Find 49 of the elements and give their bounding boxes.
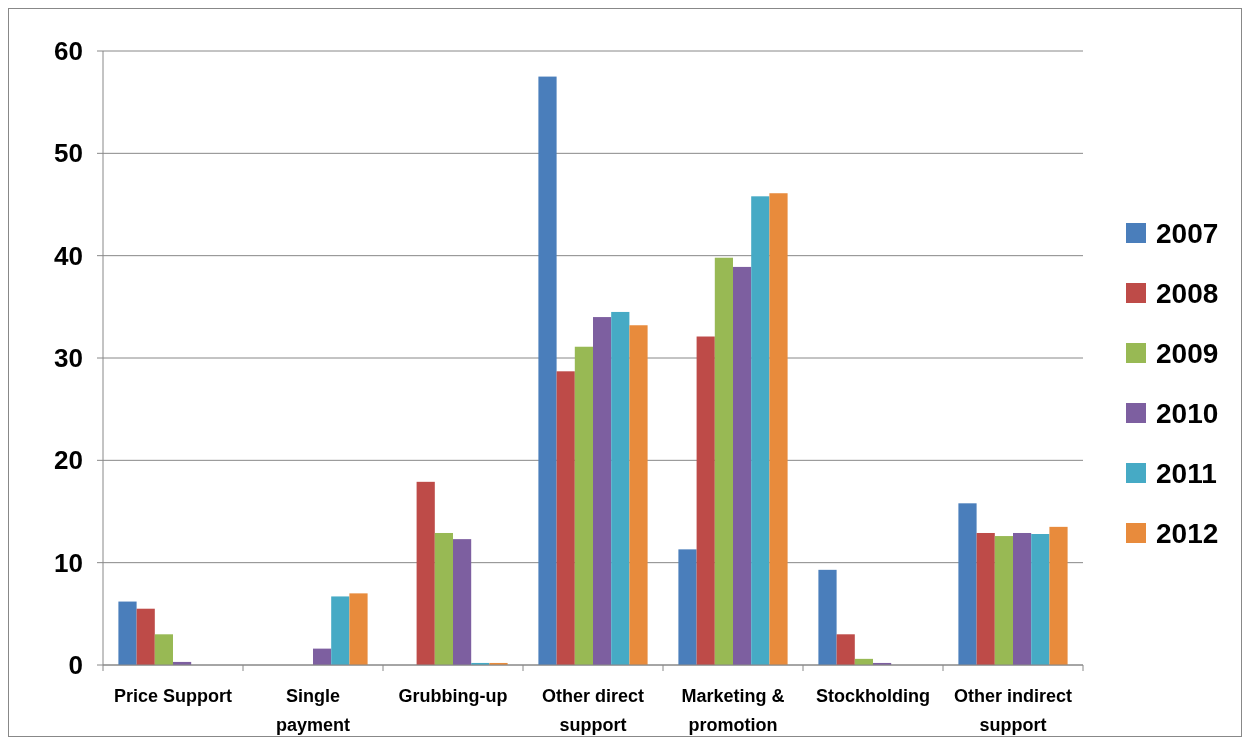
bar bbox=[118, 601, 137, 665]
bar bbox=[733, 266, 752, 665]
bar bbox=[556, 371, 575, 665]
bar bbox=[538, 76, 557, 665]
bar bbox=[696, 336, 715, 665]
bar bbox=[154, 634, 173, 665]
y-tick-label: 50 bbox=[54, 138, 83, 169]
y-tick-label: 10 bbox=[54, 547, 83, 578]
bar bbox=[976, 532, 995, 665]
y-tick-label: 60 bbox=[54, 36, 83, 67]
bar bbox=[751, 196, 770, 665]
bar bbox=[331, 596, 350, 665]
bar bbox=[836, 634, 855, 665]
x-tick-label: Grubbing-up bbox=[398, 686, 508, 706]
y-tick-label: 0 bbox=[68, 650, 83, 681]
bar bbox=[994, 536, 1013, 665]
y-tick-label: 40 bbox=[54, 240, 83, 271]
legend-label: 2012 bbox=[1156, 517, 1219, 549]
bar bbox=[1013, 532, 1032, 665]
legend-label: 2008 bbox=[1156, 277, 1219, 309]
bar bbox=[453, 539, 472, 665]
x-tick-label: Other indirect support bbox=[953, 686, 1073, 735]
legend-label: 2009 bbox=[1156, 337, 1219, 369]
bar bbox=[714, 257, 733, 665]
legend-label: 2010 bbox=[1156, 397, 1219, 429]
bar bbox=[629, 325, 648, 665]
x-tick-label: Marketing & promotion bbox=[681, 686, 785, 735]
bar bbox=[313, 648, 332, 665]
x-tick-label: Other direct support bbox=[541, 686, 645, 735]
bar bbox=[349, 593, 368, 665]
bar bbox=[818, 569, 837, 665]
bar bbox=[416, 481, 435, 665]
bar bbox=[611, 311, 630, 665]
bar bbox=[434, 532, 453, 665]
x-tick-label: Stockholding bbox=[816, 686, 930, 706]
x-tick-label: Price Support bbox=[113, 686, 233, 706]
bar bbox=[574, 346, 593, 665]
x-tick-label: Single payment bbox=[275, 686, 351, 735]
bar bbox=[136, 608, 155, 665]
bar bbox=[769, 193, 788, 665]
bar bbox=[678, 549, 697, 665]
y-tick-label: 30 bbox=[54, 343, 83, 374]
y-tick-label: 20 bbox=[54, 445, 83, 476]
legend-label: 2007 bbox=[1156, 217, 1219, 249]
bar bbox=[593, 317, 612, 665]
bar bbox=[1031, 534, 1050, 665]
bar bbox=[1049, 526, 1068, 665]
bar bbox=[958, 503, 977, 665]
legend-label: 2011 bbox=[1156, 457, 1217, 489]
